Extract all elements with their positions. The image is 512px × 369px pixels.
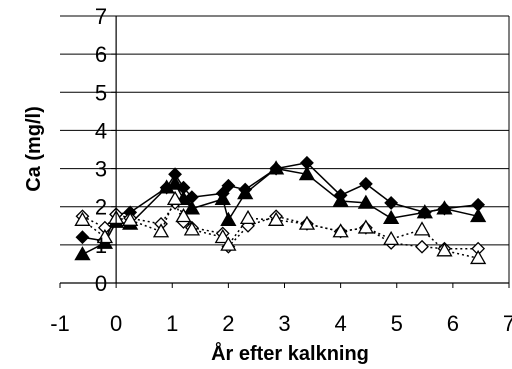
y-tick-label-1: 1: [95, 233, 107, 258]
x-tick-label-2: 2: [222, 311, 234, 336]
y-tick-label-4: 4: [95, 118, 107, 143]
data-point-s3-13: [332, 223, 349, 238]
y-tick-label-2: 2: [95, 195, 107, 220]
data-point-s1-9: [220, 211, 237, 226]
data-point-s3-6: [175, 207, 192, 223]
x-tick-label-6: 6: [447, 311, 459, 336]
data-point-s3-15: [383, 230, 400, 246]
gridlines: [60, 15, 509, 246]
data-point-s3-7: [183, 221, 201, 236]
series-line-1: [82, 167, 479, 256]
x-tick-label-4: 4: [335, 311, 347, 336]
data-point-s3-5: [166, 190, 184, 205]
data-point-s1-7: [183, 200, 201, 215]
data-point-s1-16: [416, 204, 433, 219]
y-tick-label-7: 7: [95, 4, 107, 29]
data-point-s1-18: [470, 207, 487, 223]
data-point-s0-9: [221, 178, 236, 193]
data-point-s1-13: [332, 192, 349, 207]
data-point-s3-8: [214, 228, 231, 244]
data-point-s1-0: [74, 246, 91, 261]
data-point-s3-12: [298, 215, 316, 230]
data-point-s1-10: [237, 185, 254, 200]
data-point-s3-3: [122, 211, 139, 226]
data-point-s3-0: [74, 211, 91, 226]
data-point-s0-15: [384, 195, 399, 210]
y-tick-label-6: 6: [95, 42, 107, 67]
data-point-s2-16: [415, 239, 429, 254]
data-point-s3-10: [239, 209, 257, 225]
axes: [59, 15, 510, 288]
y-tick-label-0: 0: [95, 271, 107, 296]
data-point-s1-11: [267, 160, 285, 175]
y-tick-labels: 0 1 2 3 4 5 6 7: [95, 4, 107, 296]
data-point-s1-14: [357, 194, 375, 209]
data-point-s1-8: [214, 190, 231, 205]
data-point-s0-0: [75, 230, 90, 245]
x-tick-label-7: 7: [503, 311, 512, 336]
x-tick-label-3: 3: [278, 311, 290, 336]
y-tick-label-3: 3: [95, 157, 107, 182]
x-axis-title: År efter kalkning: [211, 341, 369, 365]
x-tick-label-1: 1: [166, 311, 178, 336]
series-1: [74, 160, 487, 261]
data-point-s3-9: [220, 236, 237, 251]
data-point-s3-18: [470, 249, 487, 265]
y-tick-label-5: 5: [95, 80, 107, 105]
data-point-s3-17: [436, 242, 453, 257]
data-point-s1-17: [436, 200, 453, 215]
y-axis-title: Ca (mg/l): [23, 106, 45, 192]
data-point-s3-4: [152, 223, 170, 238]
x-tick-labels: -1 0 1 2 3 4 5 6 7: [50, 311, 512, 336]
data-point-s1-15: [383, 209, 400, 225]
x-tick-label-5: 5: [391, 311, 403, 336]
data-point-s1-5: [166, 175, 184, 190]
data-point-s1-12: [298, 165, 316, 181]
data-point-s3-11: [267, 211, 285, 226]
data-point-s0-14: [358, 176, 373, 191]
data-point-s3-1: [96, 228, 114, 244]
data-point-s3-16: [413, 221, 431, 236]
x-tick-label--1: -1: [50, 311, 70, 336]
series-layer: [74, 155, 487, 265]
x-tick-label-0: 0: [110, 311, 122, 336]
data-point-s3-14: [357, 219, 375, 234]
